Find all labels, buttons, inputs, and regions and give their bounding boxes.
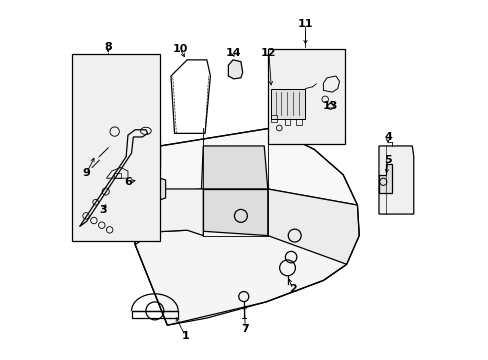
- Text: 4: 4: [383, 132, 391, 142]
- Text: 7: 7: [241, 324, 248, 334]
- Polygon shape: [378, 164, 391, 193]
- Text: 10: 10: [172, 44, 187, 54]
- Polygon shape: [271, 89, 305, 119]
- Polygon shape: [135, 189, 203, 244]
- Polygon shape: [135, 230, 346, 325]
- Polygon shape: [135, 189, 187, 325]
- Polygon shape: [96, 140, 160, 167]
- FancyBboxPatch shape: [72, 54, 159, 241]
- Text: 1: 1: [181, 331, 189, 341]
- Text: 6: 6: [124, 177, 132, 187]
- Text: 11: 11: [297, 19, 313, 29]
- Polygon shape: [203, 189, 267, 235]
- Polygon shape: [147, 178, 165, 200]
- Text: 14: 14: [225, 48, 241, 58]
- Polygon shape: [228, 60, 242, 79]
- Text: 8: 8: [104, 42, 112, 52]
- Text: 13: 13: [322, 102, 338, 112]
- Polygon shape: [265, 189, 359, 302]
- Polygon shape: [378, 146, 413, 214]
- Text: 3: 3: [99, 206, 106, 216]
- Polygon shape: [135, 128, 357, 205]
- FancyBboxPatch shape: [267, 49, 344, 144]
- Polygon shape: [201, 146, 267, 189]
- Text: 5: 5: [384, 155, 391, 165]
- Text: 9: 9: [82, 168, 90, 178]
- Text: 2: 2: [288, 284, 296, 294]
- Text: 12: 12: [261, 48, 276, 58]
